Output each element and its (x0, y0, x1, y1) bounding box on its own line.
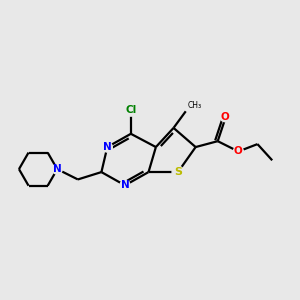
Circle shape (120, 180, 130, 190)
Text: N: N (53, 164, 62, 174)
Circle shape (102, 142, 112, 152)
Text: N: N (103, 142, 112, 152)
Circle shape (124, 103, 137, 116)
Circle shape (220, 112, 230, 122)
Circle shape (233, 146, 243, 157)
Text: S: S (174, 167, 182, 177)
Text: O: O (221, 112, 230, 122)
Text: O: O (234, 146, 243, 157)
Text: Cl: Cl (125, 105, 136, 115)
Text: N: N (121, 180, 129, 190)
Circle shape (172, 166, 184, 178)
Circle shape (52, 164, 62, 174)
Text: CH₃: CH₃ (187, 101, 201, 110)
